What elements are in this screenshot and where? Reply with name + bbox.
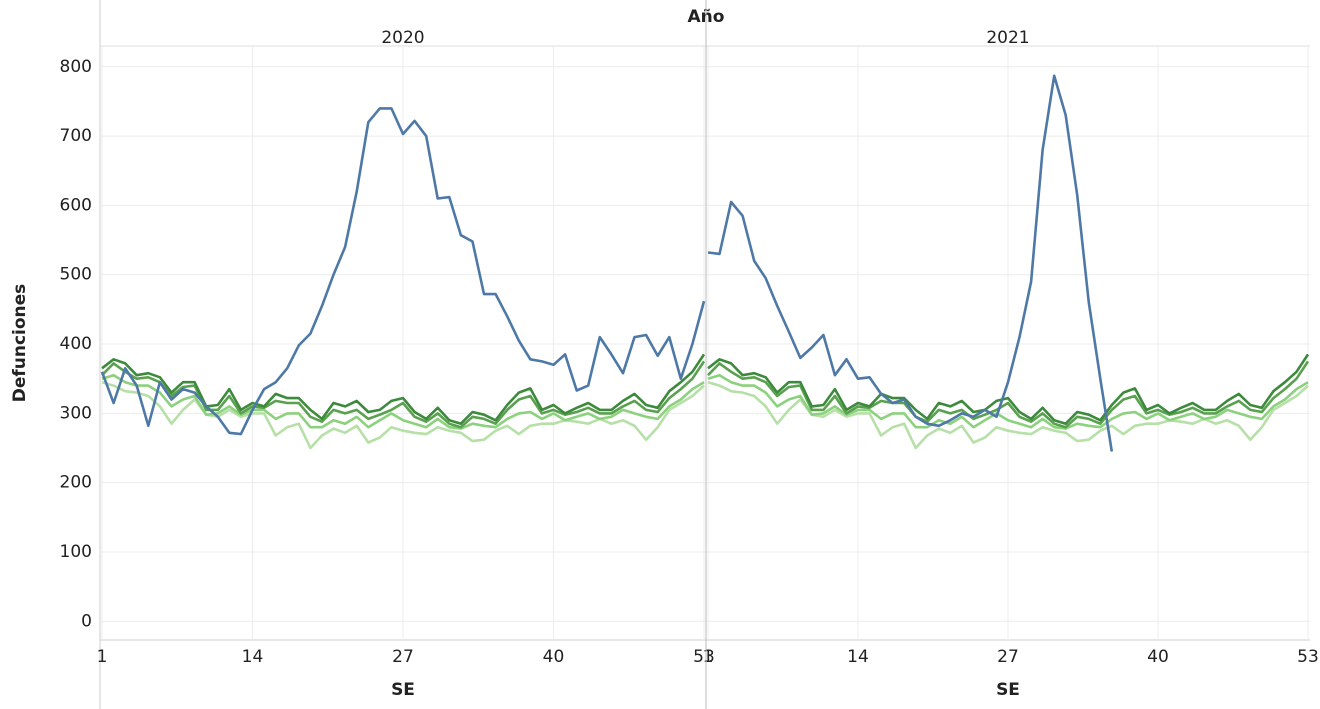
- y-tick-label: 800: [60, 57, 92, 77]
- panel-title: 2020: [381, 28, 424, 48]
- x-tick-label: 40: [543, 647, 565, 667]
- y-tick-label: 600: [60, 195, 92, 215]
- series-line: [707, 373, 1309, 430]
- y-tick-label: 700: [60, 126, 92, 146]
- y-tick-label: 500: [60, 265, 92, 285]
- series-line: [101, 373, 705, 430]
- x-tick-label: 27: [997, 647, 1019, 667]
- series-line: [707, 353, 1310, 425]
- x-axis-label: SE: [391, 680, 415, 700]
- series-line: [707, 74, 1114, 452]
- x-tick-label: 14: [242, 647, 264, 667]
- x-tick-label: 40: [1147, 647, 1169, 667]
- series-line: [101, 353, 706, 425]
- y-tick-label: 100: [60, 542, 92, 562]
- y-tick-label: 0: [81, 611, 92, 631]
- x-axis-label: SE: [996, 680, 1020, 700]
- series-line: [100, 107, 706, 436]
- y-tick-label: 300: [60, 403, 92, 423]
- y-axis-label: Defunciones: [10, 284, 30, 403]
- x-tick-label: 1: [703, 647, 714, 667]
- x-tick-label: 14: [847, 647, 869, 667]
- x-tick-label: 1: [97, 647, 108, 667]
- x-tick-label: 53: [693, 647, 715, 667]
- y-tick-label: 400: [60, 334, 92, 354]
- y-tick-label: 200: [60, 473, 92, 493]
- x-tick-label: 53: [1297, 647, 1319, 667]
- x-tick-label: 27: [392, 647, 414, 667]
- panel-title: 2021: [986, 28, 1029, 48]
- series-line: [707, 360, 1310, 429]
